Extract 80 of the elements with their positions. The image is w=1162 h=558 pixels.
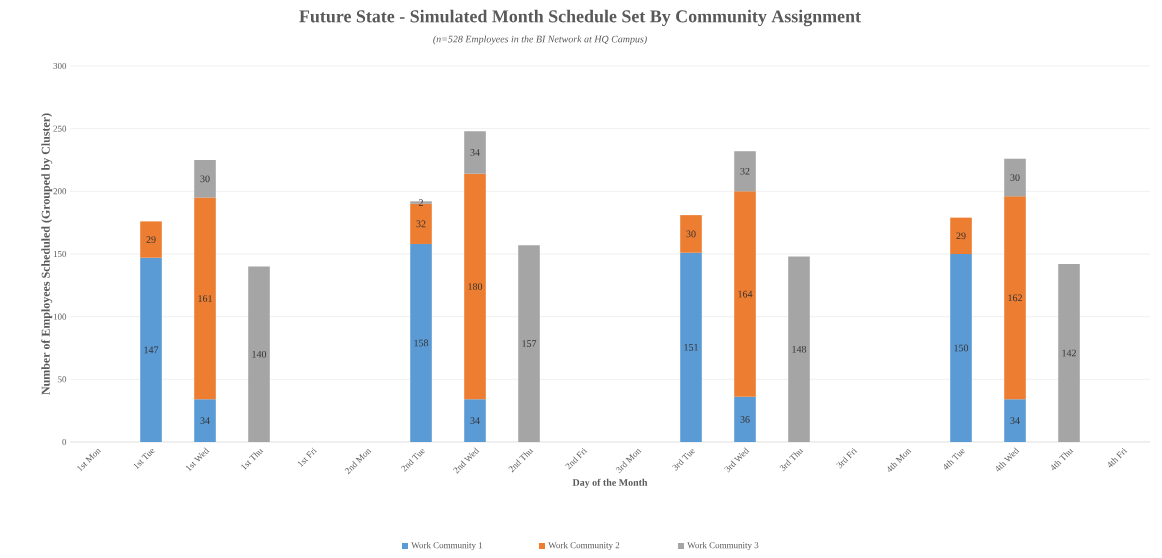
data-label: 161 [198,295,212,302]
data-label: 32 [740,167,750,175]
data-label: 148 [792,345,807,353]
x-tick-label: 3rd Wed [724,447,750,473]
data-label: 158 [414,339,429,347]
bar [734,191,756,397]
y-tick-label: 200 [53,188,67,195]
x-tick-label: 1st Wed [186,447,210,472]
x-tick-label: 1st Tue [133,448,155,470]
y-tick-label: 150 [53,250,67,258]
x-tick-label: 3rd Tue [672,449,695,471]
y-tick-label: 100 [53,313,67,320]
bar [194,399,216,442]
bar [248,266,270,442]
x-tick-label: 4th Thu [1051,448,1074,471]
x-tick-label: 4th Wed [996,447,1020,472]
data-label: 180 [468,283,483,290]
y-axis-title: Number of Employees Scheduled (Grouped by Cluster) [41,113,53,395]
bar [788,256,810,442]
bar [518,245,540,442]
bar [1004,196,1026,400]
data-label: 30 [1010,174,1020,181]
x-tick-label: 2nd Fri [565,447,588,470]
bar [1058,264,1080,442]
bar [950,217,972,254]
x-tick-label: 4th Tue [944,449,965,470]
bar [464,173,486,400]
chart-title: Future State - Simulated Month Schedule Set By Community Assignment [299,9,861,27]
data-label: 36 [740,416,750,423]
data-label: 34 [470,149,480,156]
data-label: 29 [956,232,966,240]
data-label: 2 [418,199,423,206]
x-tick-label: 1st Thu [241,448,264,471]
data-label: 34 [200,417,210,425]
legend-label: Work Community 2 [548,541,620,551]
y-tick-label: 50 [58,376,67,383]
bar [950,253,972,442]
x-tick-label: 2nd Wed [453,447,480,474]
x-tick-label: 1st Mon [77,449,102,472]
data-label: 151 [684,344,698,351]
x-tick-label: 1st Fri [297,447,318,467]
chart-subtitle: (n=528 Employees in the BI Network at HQ Campus) [433,35,647,45]
data-label: 142 [1062,349,1076,357]
bar [680,215,702,253]
bar [680,252,702,442]
data-label: 30 [686,230,696,238]
bar [734,396,756,442]
legend-label: Work Community 1 [411,541,483,551]
bar [410,201,432,204]
data-label: 147 [144,346,159,354]
bar [194,197,216,400]
data-label: 32 [416,220,426,228]
x-tick-label: 3rd Thu [779,448,804,472]
x-tick-label: 2nd Tue [401,449,425,472]
data-label: 157 [522,340,537,347]
bar [140,257,162,442]
bar [410,243,432,442]
y-tick-label: 250 [53,125,67,132]
data-label: 150 [954,344,969,352]
data-label: 29 [146,236,156,243]
data-label: 164 [738,290,753,298]
data-label: 34 [1010,417,1020,425]
y-tick-label: 0 [62,438,67,446]
legend-label: Work Community 3 [687,541,759,551]
bar [464,131,486,174]
bar [140,221,162,258]
data-label: 162 [1008,294,1022,302]
x-tick-label: 4th Fri [1108,447,1128,468]
y-tick-label: 300 [53,62,67,70]
bar [464,399,486,442]
bar [734,151,756,192]
bar [1004,158,1026,197]
bar [194,159,216,198]
data-label: 34 [470,417,480,425]
x-axis-title: Day of the Month [572,478,648,488]
data-label: 140 [252,350,267,358]
x-tick-label: 2nd Thu [508,448,534,473]
x-tick-label: 3rd Fri [836,447,858,469]
data-label: 30 [200,175,210,183]
bar [1004,399,1026,442]
